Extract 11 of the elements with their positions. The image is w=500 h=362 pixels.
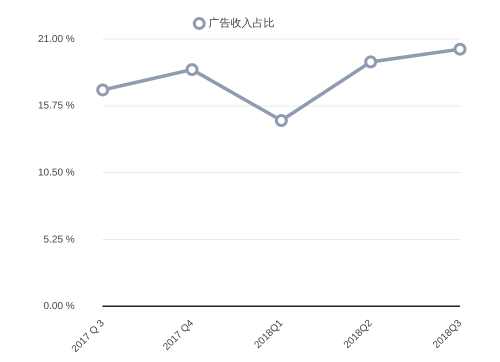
point [454, 42, 466, 56]
point [96, 83, 110, 96]
y-tick-label: 0.00 % [44, 301, 75, 312]
y-tick-label: 10.50 % [38, 167, 75, 178]
legend-label: 广告收入占比 [208, 16, 274, 30]
point [364, 55, 378, 68]
point [186, 63, 199, 76]
y-tick-label: 21.00 % [38, 34, 75, 45]
y-tick-label: 5.25 % [44, 234, 75, 246]
y-tick-label: 15.75 % [38, 100, 75, 112]
point [274, 114, 288, 127]
